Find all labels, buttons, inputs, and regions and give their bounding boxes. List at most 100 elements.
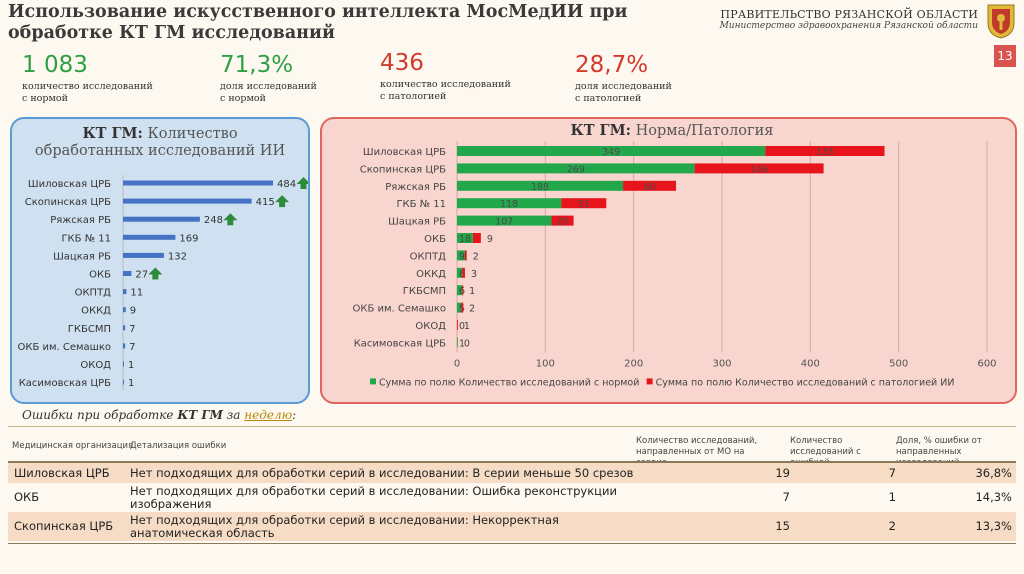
bar-segment (457, 146, 766, 156)
column-header-detail: Детализация ошибки (130, 441, 227, 451)
category-label: Шацкая РБ (388, 217, 446, 228)
tick-label: 300 (712, 358, 731, 369)
data-label: 269 (567, 164, 585, 175)
cell-sent: 19 (775, 466, 790, 480)
cell-org: Шиловская ЦРБ (14, 466, 110, 480)
bar-segment (464, 250, 467, 261)
category-label: ОКБ им. Семашко (352, 304, 446, 315)
legend-label: Сумма по полю Количество исследований с … (656, 377, 955, 388)
bar-segment (551, 215, 574, 226)
table-row: ОКБ Нет подходящих для обработки серий в… (8, 483, 1016, 512)
data-label: 9 (130, 306, 136, 317)
category-label: ОКБ им. Семашко (17, 342, 111, 353)
category-label: ОКОД (415, 321, 446, 332)
bar-segment (561, 198, 607, 209)
data-label: 1 (128, 378, 134, 389)
category-label: ОКПТД (410, 251, 447, 262)
category-label: ГКБ № 11 (61, 233, 111, 244)
data-label: 27 (135, 270, 148, 281)
bar (123, 289, 127, 295)
trend-up-arrow-icon (148, 267, 163, 280)
cell-sent: 7 (782, 490, 790, 504)
cell-errors: 7 (888, 466, 896, 480)
bar-segment (457, 163, 695, 174)
data-label: 2 (469, 304, 475, 315)
processed-count-bar-chart: Шиловская ЦРБ 484 Скопинская ЦРБ 415 Ряжская… (17, 175, 308, 391)
legend-label: Сумма по полю Количество исследований с … (379, 377, 639, 388)
data-label: 132 (168, 251, 187, 262)
bar (123, 252, 164, 258)
bar-segment (457, 250, 465, 261)
bar-segment (457, 180, 624, 191)
bar-segment (457, 302, 462, 313)
bar-segment (472, 233, 481, 243)
bar (123, 180, 273, 186)
bar (123, 216, 200, 222)
category-label: ГКБСМП (68, 324, 111, 335)
bar-segment (457, 267, 463, 278)
bar-segment (462, 285, 464, 296)
stat-description: количество исследований с нормой (22, 81, 153, 104)
table-bottom-divider (8, 543, 1016, 544)
processed-count-chart-panel: КТ ГМ: Количество обработанных исследова… (10, 117, 310, 404)
bar (123, 234, 176, 240)
data-label: 51 (578, 199, 590, 210)
category-label: ГКБ № 11 (396, 199, 446, 210)
data-label: 0 (459, 321, 465, 332)
legend-swatch (370, 378, 376, 385)
bar (123, 325, 126, 331)
bar-segment (457, 320, 458, 330)
category-label: ОКПТД (75, 288, 112, 299)
tick-label: 0 (454, 358, 460, 369)
trend-up-arrow-icon (296, 177, 308, 189)
stat-description: количество исследований с патологией (380, 79, 511, 102)
category-label: ОККД (416, 269, 446, 280)
bar-segment (462, 267, 465, 278)
category-label: Шиловская ЦРБ (28, 179, 111, 190)
category-label: ГКБСМП (403, 286, 446, 297)
data-label: 169 (179, 233, 198, 244)
stat-value: 1 083 (22, 52, 88, 78)
bar-segment (765, 146, 885, 156)
table-divider (8, 426, 1016, 427)
bar-segment (694, 163, 824, 174)
stat-value: 436 (380, 50, 424, 76)
data-label: 1 (128, 360, 134, 371)
bar-segment (461, 302, 464, 313)
page-title: Использование искусственного интеллекта … (8, 2, 628, 43)
data-label: 1 (469, 286, 475, 297)
coat-of-arms-icon (987, 4, 1015, 39)
stat-pathology-count: 436 количество исследований с патологией (380, 50, 511, 103)
data-label: 7 (129, 324, 135, 335)
stat-normal-count: 1 083 количество исследований с нормой (22, 52, 153, 105)
bar (123, 198, 252, 204)
cell-errors: 2 (888, 519, 896, 533)
data-label: 11 (130, 288, 143, 299)
cell-share: 14,3% (975, 490, 1012, 504)
data-label: 3 (471, 269, 477, 280)
stat-normal-share: 71,3% доля исследований с нормой (220, 52, 317, 105)
trend-up-arrow-icon (275, 195, 290, 208)
government-name: ПРАВИТЕЛЬСТВО РЯЗАНСКОЙ ОБЛАСТИ (720, 8, 978, 21)
cell-detail: Нет подходящих для обработки серий в исс… (130, 466, 634, 480)
bar-segment (623, 180, 677, 191)
bar-segment (457, 198, 562, 209)
cell-org: ОКБ (14, 490, 40, 504)
chart-title: КТ ГМ: Норма/Патология (570, 122, 774, 139)
data-label: 60 (644, 182, 656, 193)
data-label: 349 (602, 147, 620, 158)
ministry-name: Министерство здравоохранения Рязанской о… (719, 21, 978, 31)
category-label: Ряжская РБ (385, 182, 446, 193)
data-label: 6 (459, 269, 465, 280)
stat-pathology-share: 28,7% доля исследований с патологией (575, 52, 672, 105)
category-label: Касимовская ЦРБ (19, 378, 111, 389)
column-header-org: Медицинская организация (12, 441, 134, 451)
tick-label: 500 (889, 358, 908, 369)
bar-segment (457, 215, 552, 226)
data-label: 188 (531, 182, 549, 193)
category-label: ОКБ (424, 234, 446, 245)
bar-segment (457, 233, 473, 243)
data-label: 18 (459, 234, 471, 245)
bar-segment (457, 337, 458, 348)
